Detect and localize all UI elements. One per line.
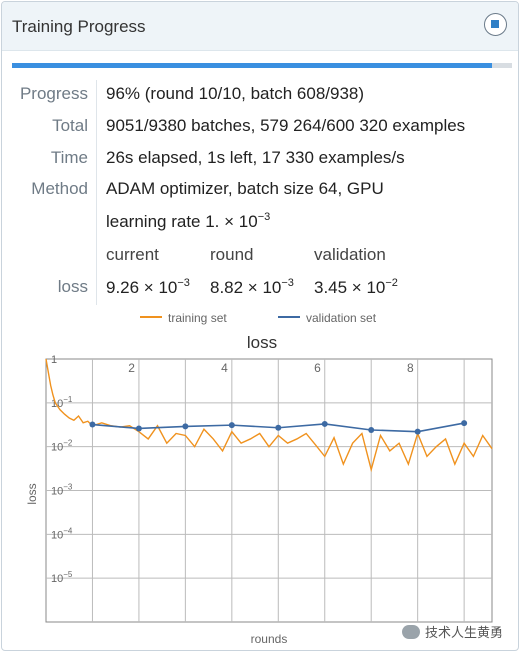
total-value: 9051/9380 batches, 579 264/600 320 examp… (106, 116, 466, 135)
chart-title: loss (247, 333, 277, 352)
progress-label: Progress (19, 84, 88, 103)
legend-training: training set (140, 311, 227, 325)
validation-point (321, 420, 328, 427)
progress-bar-fill (12, 63, 492, 68)
progress-bar (12, 63, 512, 68)
progress-row: Progress 96% (round 10/10, batch 608/938… (2, 84, 518, 112)
x-tick-label: 8 (407, 361, 414, 375)
y-tick-label: 10−3 (51, 483, 73, 498)
y-tick-label: 1 (51, 354, 57, 366)
x-axis-label: rounds (251, 632, 288, 646)
loss-col-current: current (106, 245, 159, 264)
validation-point (89, 421, 96, 428)
legend-validation: validation set (278, 311, 376, 325)
time-label: Time (50, 148, 88, 167)
validation-point (368, 427, 375, 434)
x-tick-label: 6 (314, 361, 321, 375)
panel-title: Training Progress (12, 17, 146, 36)
wechat-icon (402, 625, 420, 639)
validation-point (414, 428, 421, 435)
method-label: Method (31, 179, 88, 198)
stop-icon (491, 20, 499, 28)
loss-label: loss (57, 277, 88, 296)
watermark: 技术人生黄勇 (402, 622, 503, 641)
validation-point (182, 423, 189, 430)
time-value: 26s elapsed, 1s left, 17 330 examples/s (106, 148, 405, 167)
legend-training-swatch (140, 316, 162, 318)
legend-validation-swatch (278, 316, 300, 318)
loss-col-round: round (210, 245, 254, 264)
loss-header-row: current round validation (2, 245, 518, 273)
loss-current-value: 9.26 × 10−3 (106, 277, 190, 297)
y-tick-label: 10−5 (51, 570, 73, 585)
loss-round-value: 8.82 × 10−3 (210, 277, 294, 297)
y-tick-label: 10−4 (51, 526, 73, 541)
time-row: Time 26s elapsed, 1s left, 17 330 exampl… (2, 148, 518, 176)
info-divider (96, 80, 97, 305)
loss-col-validation: validation (314, 245, 386, 264)
loss-values-row: loss 9.26 × 10−3 8.82 × 10−3 3.45 × 10−2 (2, 277, 518, 305)
validation-point (275, 424, 282, 431)
stop-button[interactable] (484, 13, 507, 36)
method-row: Method ADAM optimizer, batch size 64, GP… (2, 179, 518, 207)
learning-rate-value: learning rate 1. × 10−3 (106, 211, 271, 231)
x-tick-label: 4 (221, 361, 228, 375)
validation-point (461, 420, 468, 427)
validation-point (228, 422, 235, 429)
training-set-line (45, 358, 493, 473)
panel-header: Training Progress (2, 2, 518, 51)
progress-value: 96% (round 10/10, batch 608/938) (106, 84, 365, 103)
method-value: ADAM optimizer, batch size 64, GPU (106, 179, 384, 198)
total-row: Total 9051/9380 batches, 579 264/600 320… (2, 116, 518, 144)
y-tick-label: 10−2 (51, 439, 73, 454)
learning-rate-row: learning rate 1. × 10−3 (2, 211, 518, 239)
y-axis-label: loss (25, 483, 39, 504)
validation-point (135, 425, 142, 432)
loss-validation-value: 3.45 × 10−2 (314, 277, 398, 297)
total-label: Total (52, 116, 88, 135)
x-tick-label: 2 (128, 361, 135, 375)
